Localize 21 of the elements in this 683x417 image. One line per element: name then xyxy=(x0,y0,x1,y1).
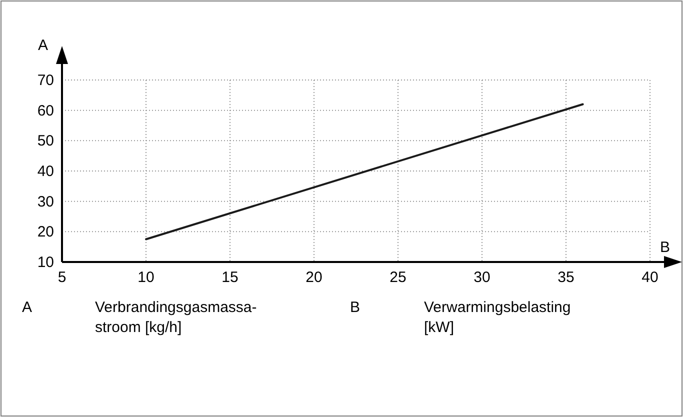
x-tick-label: 35 xyxy=(558,269,574,286)
y-tick-label: 50 xyxy=(37,132,54,150)
x-axis-title: B xyxy=(660,239,670,256)
x-tick-label: 40 xyxy=(642,269,658,286)
x-tick-label: 15 xyxy=(222,269,238,286)
x-tick-label: 10 xyxy=(138,269,154,286)
x-tick-label: 5 xyxy=(58,269,66,286)
y-tick-label: 60 xyxy=(37,102,54,120)
y-tick-label: 20 xyxy=(37,224,54,241)
y-tick-label: 10 xyxy=(37,254,54,271)
text: B xyxy=(350,299,360,316)
y-axis-title: A xyxy=(38,37,48,54)
text: A xyxy=(22,299,32,316)
x-tick-label: 25 xyxy=(390,269,406,286)
text: Verbrandingsgasmassa- stroom [kg/h] xyxy=(95,299,257,336)
x-tick-label: 20 xyxy=(306,269,322,286)
text: Verwarmingsbelasting [kW] xyxy=(424,299,571,336)
y-tick-label: 70 xyxy=(37,72,54,89)
y-tick-label: 30 xyxy=(37,193,54,210)
x-tick-label: 30 xyxy=(474,269,490,286)
y-tick-label: 40 xyxy=(37,163,54,180)
